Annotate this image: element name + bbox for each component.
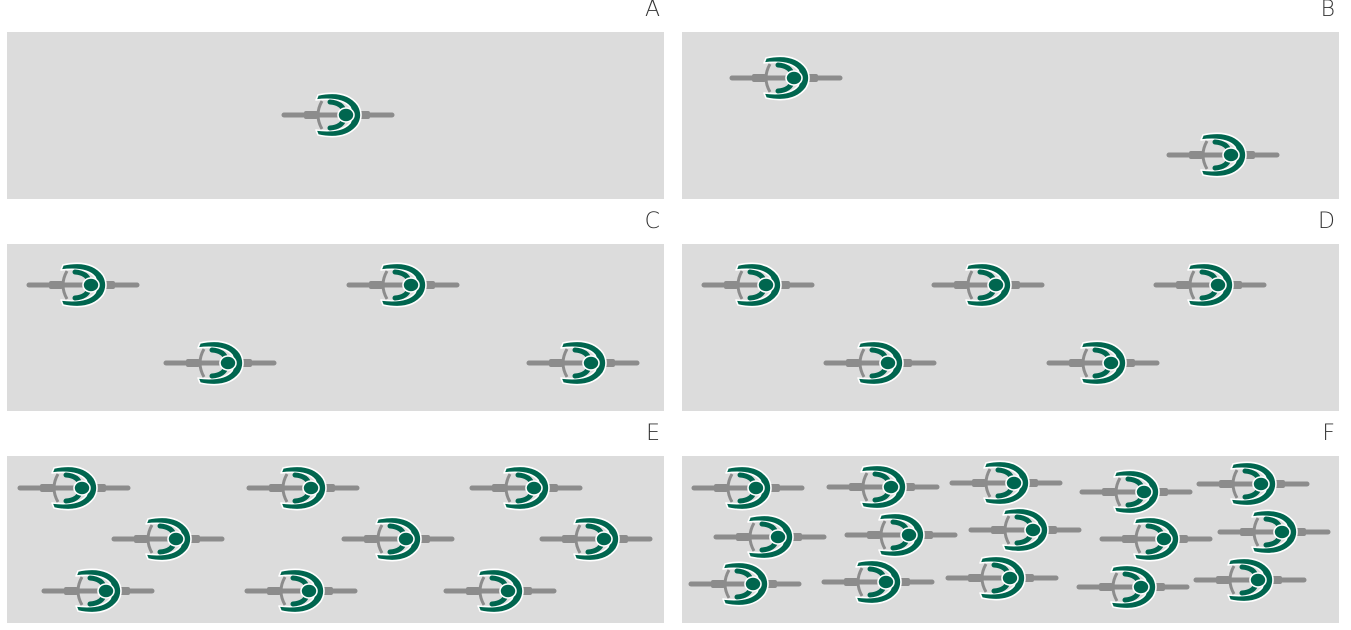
cyclist-icon [688, 561, 802, 607]
cyclist-icon [17, 465, 131, 511]
rider-layer [688, 460, 1331, 610]
cyclist-icon [826, 464, 940, 510]
cyclist-icon [443, 568, 557, 614]
cyclist-icon [281, 92, 395, 138]
cyclist-icon [701, 262, 815, 308]
cyclist-icon [949, 460, 1063, 506]
cyclist-icon [346, 262, 460, 308]
panel-background [682, 244, 1339, 411]
cyclist-icon [968, 507, 1082, 553]
cyclist-icon [1153, 262, 1267, 308]
cyclist-icon [469, 465, 583, 511]
cyclist-icon [1076, 564, 1190, 610]
cyclist-icon [691, 465, 805, 511]
cyclist-icon [821, 559, 935, 605]
rider-layer [26, 262, 640, 386]
panel-d: D [682, 209, 1339, 411]
panel-c: C [7, 209, 664, 411]
cyclist-icon [111, 516, 225, 562]
rider-layer [281, 92, 395, 138]
panel-background [7, 244, 664, 411]
cyclist-icon [844, 512, 958, 558]
cyclist-icon [945, 555, 1059, 601]
cyclist-icon [713, 514, 827, 560]
panel-label: F [1322, 421, 1335, 446]
cyclist-icon [163, 340, 277, 386]
cyclist-icon [246, 465, 360, 511]
panel-label: E [646, 421, 660, 446]
cyclist-icon [931, 262, 1045, 308]
panel-b: B [682, 0, 1339, 199]
panel-label: A [644, 0, 660, 22]
cyclist-icon [526, 340, 640, 386]
cyclist-icon [1193, 557, 1307, 603]
cyclist-icon [1046, 340, 1160, 386]
panel-f: F [682, 421, 1339, 623]
rider-layer [17, 465, 653, 614]
cyclist-icon [1217, 509, 1331, 555]
panel-label: D [1318, 209, 1335, 234]
cyclist-icon [1099, 516, 1213, 562]
panel-a: A [7, 0, 664, 199]
panel-e: E [7, 421, 664, 623]
cyclist-icon [341, 516, 455, 562]
cyclist-icon [1166, 132, 1280, 178]
rider-layer [701, 262, 1267, 386]
cyclist-icon [823, 340, 937, 386]
cyclist-icon [26, 262, 140, 308]
cyclist-icon [41, 568, 155, 614]
panel-label: B [1320, 0, 1335, 22]
cyclist-icon [539, 516, 653, 562]
cyclist-icon [244, 568, 358, 614]
cyclist-icon [1079, 469, 1193, 515]
cyclist-icon [729, 55, 843, 101]
cyclist-icon [1196, 461, 1310, 507]
panel-label: C [644, 209, 660, 234]
rider-layer [729, 55, 1280, 178]
